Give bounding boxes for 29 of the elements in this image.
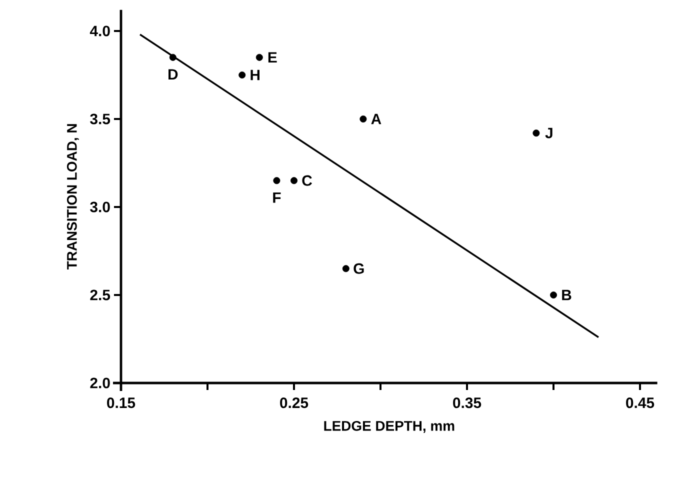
annotation: J [545,128,552,138]
annotation: C [302,175,312,186]
point [360,115,367,122]
y-tick-label: 2.5 [90,290,110,300]
annotation: F [273,192,281,203]
x-axis-title: LEDGE DEPTH, mm [324,420,454,433]
annotation: A [371,114,382,124]
point [238,71,246,78]
annotation: B [562,290,572,300]
point [169,54,176,61]
y-tick-label: 2.0 [90,378,110,388]
point [256,54,263,61]
annotation: H [250,70,260,80]
y-tick-label: 4.0 [90,26,110,36]
x-tick-label: 0.15 [107,398,136,408]
point [550,292,558,298]
x-tick-label: 0.25 [280,398,308,408]
y-tick-label: 3.0 [90,202,110,212]
annotation: E [268,52,277,63]
point [273,177,280,184]
point [290,177,298,184]
y-tick-label: 3.5 [90,114,110,124]
point [532,130,540,137]
annotation: G [354,263,364,274]
annotation: D [168,69,178,80]
x-tick-label: 0.45 [626,398,654,408]
x-tick-label: 0.35 [453,398,482,408]
y-axis-title: TRANSITION LOAD, N [66,124,79,270]
point [342,265,350,272]
